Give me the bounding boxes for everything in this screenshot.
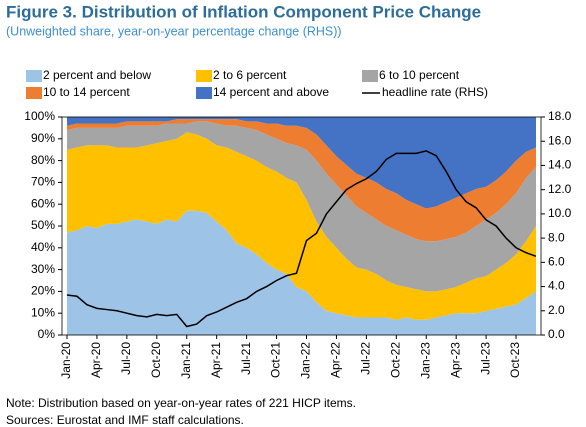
legend-label: 2 to 6 percent (213, 68, 287, 82)
legend-label: 10 to 14 percent (43, 85, 130, 99)
legend-swatch (26, 87, 42, 99)
source: Sources: Eurostat and IMF staff calculat… (6, 413, 244, 427)
y-tick-label: 20% (31, 284, 55, 298)
legend-label: 2 percent and below (43, 68, 151, 82)
y2-tick-label: 12.0 (548, 182, 572, 196)
area (66, 132, 537, 320)
legend-swatch (362, 70, 378, 82)
x-tick-label: Apr-23 (448, 342, 462, 378)
y-tick-label: 30% (31, 262, 55, 276)
y2-tick-label: 16.0 (548, 133, 572, 147)
legend-label: headline rate (RHS) (382, 85, 488, 99)
y2-tick-label: 10.0 (548, 206, 572, 220)
chart-title: Figure 3. Distribution of Inflation Comp… (6, 2, 481, 21)
y2-tick-label: 8.0 (548, 230, 565, 244)
y-tick-label: 40% (31, 240, 55, 254)
y-tick-label: 90% (31, 131, 55, 145)
legend-label: 14 percent and above (213, 85, 329, 99)
chart-subtitle: (Unweighted share, year-on-year percenta… (6, 24, 342, 38)
y-tick-label: 70% (31, 175, 55, 189)
legend-swatch (26, 70, 42, 82)
legend-swatch (196, 70, 212, 82)
y2-tick-label: 14.0 (548, 158, 572, 172)
y-tick-label: 50% (31, 218, 55, 232)
x-tick-label: Jul-21 (239, 342, 253, 375)
x-tick-label: Oct-20 (149, 342, 163, 378)
x-tick-label: Oct-23 (508, 342, 522, 378)
y2-tick-label: 18.0 (548, 109, 572, 123)
y-tick-label: 60% (31, 196, 55, 210)
y-tick-label: 10% (31, 305, 55, 319)
line (66, 150, 537, 328)
x-tick-label: Apr-20 (89, 342, 103, 378)
x-tick-label: Jan-22 (299, 342, 313, 379)
legend-label: 6 to 10 percent (379, 68, 460, 82)
y2-tick-label: 2.0 (548, 303, 565, 317)
y-tick-label: 80% (31, 153, 55, 167)
x-tick-label: Jan-21 (179, 342, 193, 379)
x-tick-label: Apr-21 (209, 342, 223, 378)
area (66, 119, 537, 242)
x-tick-label: Oct-21 (269, 342, 283, 378)
area (66, 121, 537, 292)
y2-tick-label: 4.0 (548, 279, 565, 293)
area (66, 117, 537, 209)
x-tick-label: Jan-20 (59, 342, 73, 379)
x-tick-label: Jul-20 (119, 342, 133, 375)
x-tick-label: Jan-23 (418, 342, 432, 379)
legend-swatch (196, 87, 212, 99)
area (66, 210, 537, 335)
x-tick-label: Apr-22 (329, 342, 343, 378)
y-tick-label: 0% (38, 327, 56, 341)
y-tick-label: 100% (24, 109, 55, 123)
x-tick-label: Jul-22 (359, 342, 373, 375)
y2-tick-label: 0.0 (548, 327, 565, 341)
y2-tick-label: 6.0 (548, 255, 565, 269)
x-tick-label: Jul-23 (478, 342, 492, 375)
note: Note: Distribution based on year-on-year… (6, 396, 356, 410)
x-tick-label: Oct-22 (388, 342, 402, 378)
